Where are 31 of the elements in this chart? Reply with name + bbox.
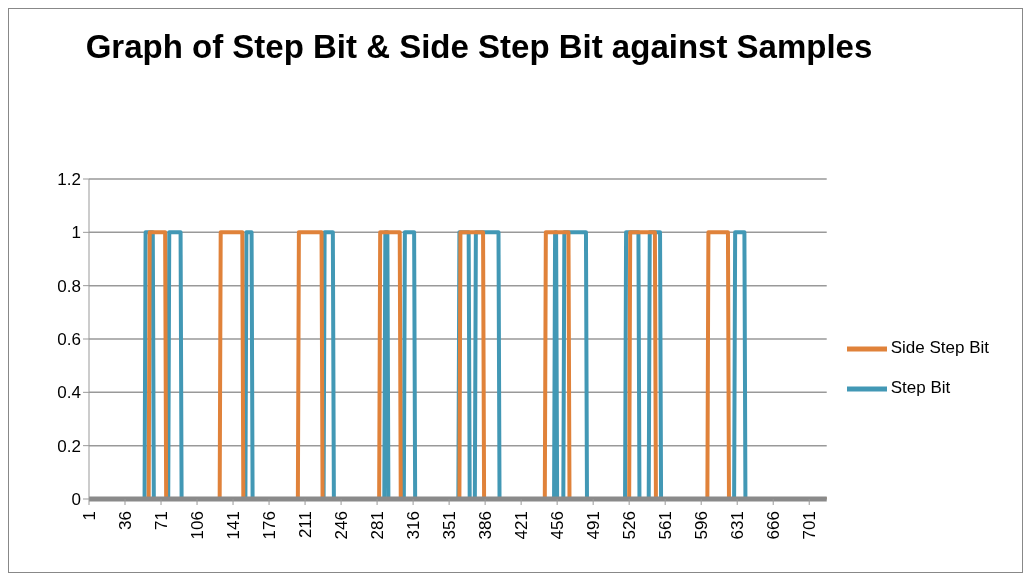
x-tick-label: 701 xyxy=(799,511,819,540)
x-tick-label: 281 xyxy=(367,511,387,540)
x-tick-label: 666 xyxy=(763,511,783,540)
x-tick-label: 141 xyxy=(223,511,243,540)
legend-label: Side Step Bit xyxy=(890,338,989,358)
x-tick-label: 386 xyxy=(475,511,495,540)
chart-title: Graph of Step Bit & Side Step Bit against Samples xyxy=(84,27,874,67)
x-tick-label: 421 xyxy=(511,511,531,540)
x-tick-label: 596 xyxy=(691,511,711,540)
x-tick-label: 106 xyxy=(187,511,207,540)
legend-label: Step Bit xyxy=(890,378,951,398)
x-tick-label: 246 xyxy=(331,511,351,540)
x-tick-label: 561 xyxy=(655,511,675,540)
y-tick-label: 0.6 xyxy=(57,330,81,350)
x-tick-label: 1 xyxy=(79,511,99,521)
y-tick-label: 1.2 xyxy=(57,170,81,190)
x-tick-label: 631 xyxy=(727,511,747,540)
y-tick-label: 0.8 xyxy=(57,276,81,296)
y-tick-label: 0.4 xyxy=(57,383,81,403)
x-tick-label: 71 xyxy=(151,511,171,530)
x-tick-label: 456 xyxy=(547,511,567,540)
x-tick-label: 491 xyxy=(583,511,603,540)
x-tick-label: 526 xyxy=(619,511,639,540)
y-tick-label: 0.2 xyxy=(57,436,81,456)
y-tick-label: 1 xyxy=(71,223,81,243)
x-tick-label: 176 xyxy=(259,511,279,540)
x-tick-label: 316 xyxy=(403,511,423,540)
y-tick-label: 0 xyxy=(71,490,81,510)
x-tick-label: 351 xyxy=(439,511,459,540)
x-tick-label: 211 xyxy=(295,511,315,539)
x-tick-label: 36 xyxy=(115,511,135,530)
